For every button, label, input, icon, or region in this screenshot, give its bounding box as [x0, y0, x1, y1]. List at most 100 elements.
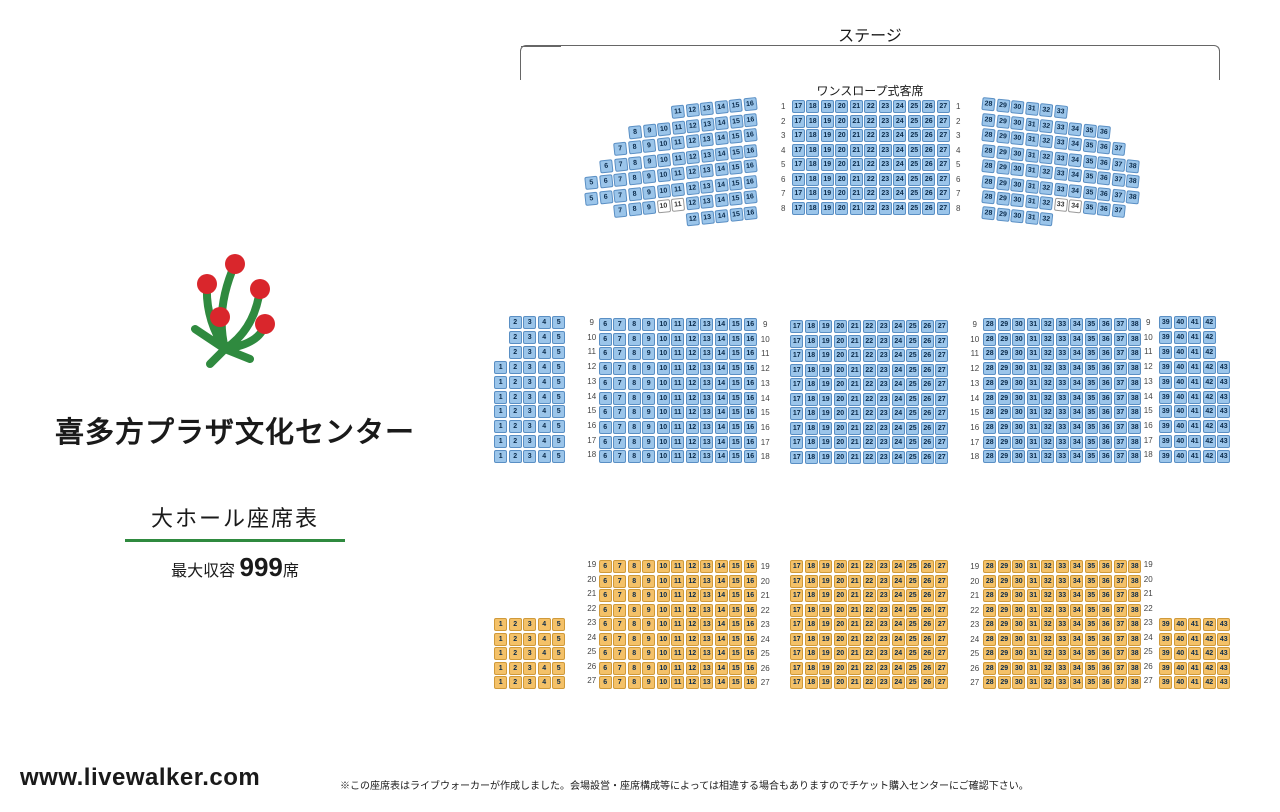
- seat[interactable]: 9: [642, 560, 655, 573]
- seat[interactable]: 19: [821, 173, 834, 186]
- seat[interactable]: 21: [850, 158, 863, 171]
- seat[interactable]: 3: [523, 420, 536, 433]
- seat[interactable]: 26: [921, 335, 934, 348]
- seat[interactable]: 23: [877, 618, 890, 631]
- seat[interactable]: 10: [657, 377, 670, 390]
- seat[interactable]: 10: [657, 153, 671, 167]
- seat[interactable]: 17: [790, 436, 803, 449]
- seat[interactable]: 21: [848, 349, 861, 362]
- seat[interactable]: 24: [893, 202, 906, 215]
- seat[interactable]: 17: [790, 451, 803, 464]
- seat[interactable]: 19: [821, 202, 834, 215]
- seat[interactable]: 2: [509, 316, 522, 329]
- seat[interactable]: 25: [908, 158, 921, 171]
- seat[interactable]: 12: [686, 604, 699, 617]
- seat[interactable]: 22: [863, 349, 876, 362]
- seat[interactable]: 24: [893, 129, 906, 142]
- seat[interactable]: 16: [744, 392, 757, 405]
- seat[interactable]: 2: [509, 676, 522, 689]
- seat[interactable]: 36: [1099, 647, 1112, 660]
- seat[interactable]: 12: [685, 165, 699, 179]
- seat[interactable]: 40: [1174, 376, 1187, 389]
- seat[interactable]: 18: [806, 202, 819, 215]
- seat[interactable]: 35: [1085, 377, 1098, 390]
- seat[interactable]: 18: [805, 647, 818, 660]
- seat[interactable]: 9: [642, 347, 655, 360]
- seat[interactable]: 28: [981, 97, 995, 111]
- seat[interactable]: 31: [1024, 148, 1038, 162]
- seat[interactable]: 6: [599, 362, 612, 375]
- seat[interactable]: 34: [1070, 662, 1083, 675]
- seat[interactable]: 22: [863, 364, 876, 377]
- seat[interactable]: 27: [937, 144, 950, 157]
- seat[interactable]: 30: [1010, 116, 1024, 130]
- seat[interactable]: 35: [1085, 450, 1098, 463]
- seat[interactable]: 21: [848, 633, 861, 646]
- seat[interactable]: 8: [628, 633, 641, 646]
- seat[interactable]: 37: [1114, 575, 1127, 588]
- seat[interactable]: 16: [744, 647, 757, 660]
- seat[interactable]: 14: [715, 676, 728, 689]
- seat[interactable]: 31: [1024, 210, 1038, 224]
- seat[interactable]: 34: [1070, 618, 1083, 631]
- seat[interactable]: 17: [792, 144, 805, 157]
- seat[interactable]: 27: [935, 407, 948, 420]
- seat[interactable]: 29: [998, 392, 1011, 405]
- seat[interactable]: 7: [613, 589, 626, 602]
- seat[interactable]: 33: [1056, 647, 1069, 660]
- seat[interactable]: 14: [715, 318, 728, 331]
- seat[interactable]: 11: [671, 450, 684, 463]
- seat[interactable]: 20: [834, 349, 847, 362]
- seat[interactable]: 18: [806, 144, 819, 157]
- seat[interactable]: 19: [819, 378, 832, 391]
- seat[interactable]: 8: [628, 156, 642, 170]
- seat[interactable]: 12: [686, 362, 699, 375]
- seat[interactable]: 12: [686, 347, 699, 360]
- seat[interactable]: 30: [1010, 147, 1024, 161]
- seat[interactable]: 39: [1159, 405, 1172, 418]
- seat[interactable]: 1: [494, 647, 507, 660]
- seat[interactable]: 6: [599, 589, 612, 602]
- seat[interactable]: 35: [1085, 604, 1098, 617]
- seat[interactable]: 34: [1068, 184, 1082, 198]
- seat[interactable]: 12: [685, 119, 699, 133]
- seat[interactable]: 34: [1070, 392, 1083, 405]
- seat[interactable]: 34: [1070, 604, 1083, 617]
- seat[interactable]: 8: [628, 333, 641, 346]
- seat[interactable]: 32: [1041, 421, 1054, 434]
- seat[interactable]: 22: [863, 676, 876, 689]
- seat[interactable]: 10: [657, 137, 671, 151]
- seat[interactable]: 33: [1056, 560, 1069, 573]
- seat[interactable]: 29: [995, 114, 1009, 128]
- seat[interactable]: 20: [834, 604, 847, 617]
- seat[interactable]: 37: [1114, 333, 1127, 346]
- seat[interactable]: 16: [744, 676, 757, 689]
- seat[interactable]: 19: [819, 604, 832, 617]
- seat[interactable]: 31: [1027, 392, 1040, 405]
- seat[interactable]: 29: [998, 560, 1011, 573]
- seat[interactable]: 36: [1096, 140, 1110, 154]
- seat[interactable]: 30: [1012, 392, 1025, 405]
- seat[interactable]: 17: [792, 202, 805, 215]
- seat[interactable]: 5: [552, 316, 565, 329]
- seat[interactable]: 19: [819, 633, 832, 646]
- seat[interactable]: 23: [879, 100, 892, 113]
- seat[interactable]: 37: [1111, 188, 1125, 202]
- seat[interactable]: 11: [671, 647, 684, 660]
- seat[interactable]: 33: [1056, 604, 1069, 617]
- seat[interactable]: 30: [1012, 662, 1025, 675]
- seat[interactable]: 33: [1056, 406, 1069, 419]
- seat[interactable]: 14: [715, 633, 728, 646]
- seat[interactable]: 15: [729, 618, 742, 631]
- seat[interactable]: 14: [715, 377, 728, 390]
- seat[interactable]: 10: [657, 676, 670, 689]
- seat[interactable]: 32: [1041, 589, 1054, 602]
- seat[interactable]: 23: [879, 173, 892, 186]
- seat[interactable]: 6: [599, 159, 613, 173]
- seat[interactable]: 15: [729, 436, 742, 449]
- seat[interactable]: 31: [1027, 318, 1040, 331]
- seat[interactable]: 34: [1070, 333, 1083, 346]
- seat[interactable]: 18: [805, 436, 818, 449]
- seat[interactable]: 30: [1010, 162, 1024, 176]
- seat[interactable]: 28: [983, 618, 996, 631]
